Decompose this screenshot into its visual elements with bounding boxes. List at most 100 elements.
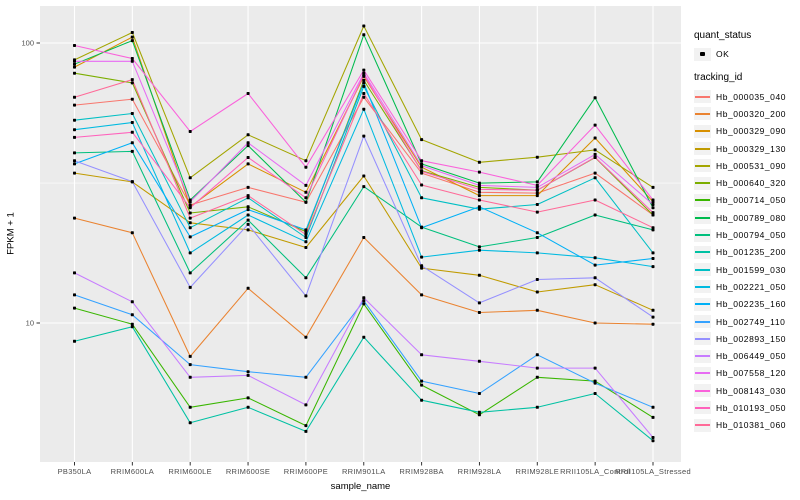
legend-line-swatch [694,245,711,259]
data-point [130,78,134,82]
data-point [477,170,481,174]
data-point [304,246,308,249]
data-point [73,128,76,132]
legend-item-Hb_000320_200: Hb_000320_200 [694,105,800,122]
legend-item-label: Hb_006449_050 [716,351,787,362]
data-point [304,233,308,236]
data-point [246,213,250,217]
y-tick-label: 10 [26,319,34,328]
legend-line-swatch [694,366,711,380]
data-point [593,176,597,180]
legend-item-Hb_006449_050: Hb_006449_050 [694,347,800,364]
legend-line-swatch [694,418,711,432]
data-point [188,221,192,225]
data-point [651,436,655,439]
data-point [651,322,655,326]
data-point [246,205,250,209]
data-point [304,228,308,232]
data-point [304,200,308,204]
data-point [535,308,539,312]
legend-item-label: Hb_002893_150 [716,333,787,344]
legend-item-Hb_008143_030: Hb_008143_030 [694,382,800,399]
data-point [73,339,76,343]
data-point [73,65,76,69]
data-point [130,141,134,145]
data-point [246,218,250,222]
data-point [73,162,76,166]
data-point [651,415,655,419]
data-point [130,35,134,39]
data-point [73,306,76,310]
data-point [188,211,192,215]
data-point [362,236,366,239]
legend-item-label: Hb_001235_200 [716,247,787,258]
legend-item-Hb_007558_120: Hb_007558_120 [694,365,800,382]
data-point [362,24,366,28]
data-point [188,216,192,220]
legend-line-swatch [694,401,711,415]
legend-item-label: Hb_001599_030 [716,264,787,275]
data-point [535,210,539,214]
data-point [651,308,655,312]
data-point [130,39,134,43]
data-point [246,286,250,290]
x-tick-label: RRIM600SE [226,467,270,476]
data-point [362,81,366,85]
data-point [535,251,539,255]
data-point [304,335,308,339]
legend-item-ok: OK [694,46,800,62]
data-point [130,300,134,304]
data-point [246,141,250,145]
data-point [246,405,250,409]
data-point [304,183,308,187]
legend-item-label: Hb_002749_110 [716,316,786,327]
x-tick-label: RRIM928LE [516,467,560,476]
data-point [304,240,308,244]
data-point [362,134,366,138]
data-point [130,322,134,326]
legend-line-swatch [694,176,711,190]
legend-item-label: Hb_000035_040 [716,91,787,102]
data-point [477,413,481,417]
data-point [304,424,308,428]
data-point [535,191,539,195]
legend: quant_status OK tracking_id Hb_000035_04… [694,30,800,434]
data-point [304,294,308,298]
data-point [246,373,250,377]
data-point [362,302,366,306]
legend-item-label: Hb_007558_120 [716,368,787,379]
data-point [420,353,424,357]
data-point [362,335,366,339]
data-point [246,185,250,189]
data-point [593,392,597,395]
data-point [73,95,76,99]
legend-line-swatch [694,297,711,311]
data-point [246,92,250,95]
legend-line-swatch [694,107,711,121]
legend-tracking-items: Hb_000035_040 Hb_000320_200 Hb_000329_090 H… [694,88,800,434]
data-point [304,276,308,280]
data-point [535,290,539,294]
data-point [304,236,308,239]
data-point [73,271,76,275]
data-point [535,278,539,281]
legend-line-swatch [694,263,711,277]
legend-item-label: Hb_008143_030 [716,385,787,396]
data-point [362,107,366,111]
data-point [73,59,76,63]
data-point [362,299,366,303]
data-point [593,263,597,267]
legend-line-swatch [694,280,711,294]
legend-item-label: OK [716,49,730,59]
data-point [73,159,76,163]
data-point [246,133,250,137]
x-tick-label: RRIM600LA [111,467,155,476]
data-point [130,149,134,153]
data-point [73,71,76,75]
data-point [188,200,192,204]
data-point [246,208,250,212]
data-point [362,92,366,95]
data-point [188,271,192,275]
legend-line-swatch [694,159,711,173]
